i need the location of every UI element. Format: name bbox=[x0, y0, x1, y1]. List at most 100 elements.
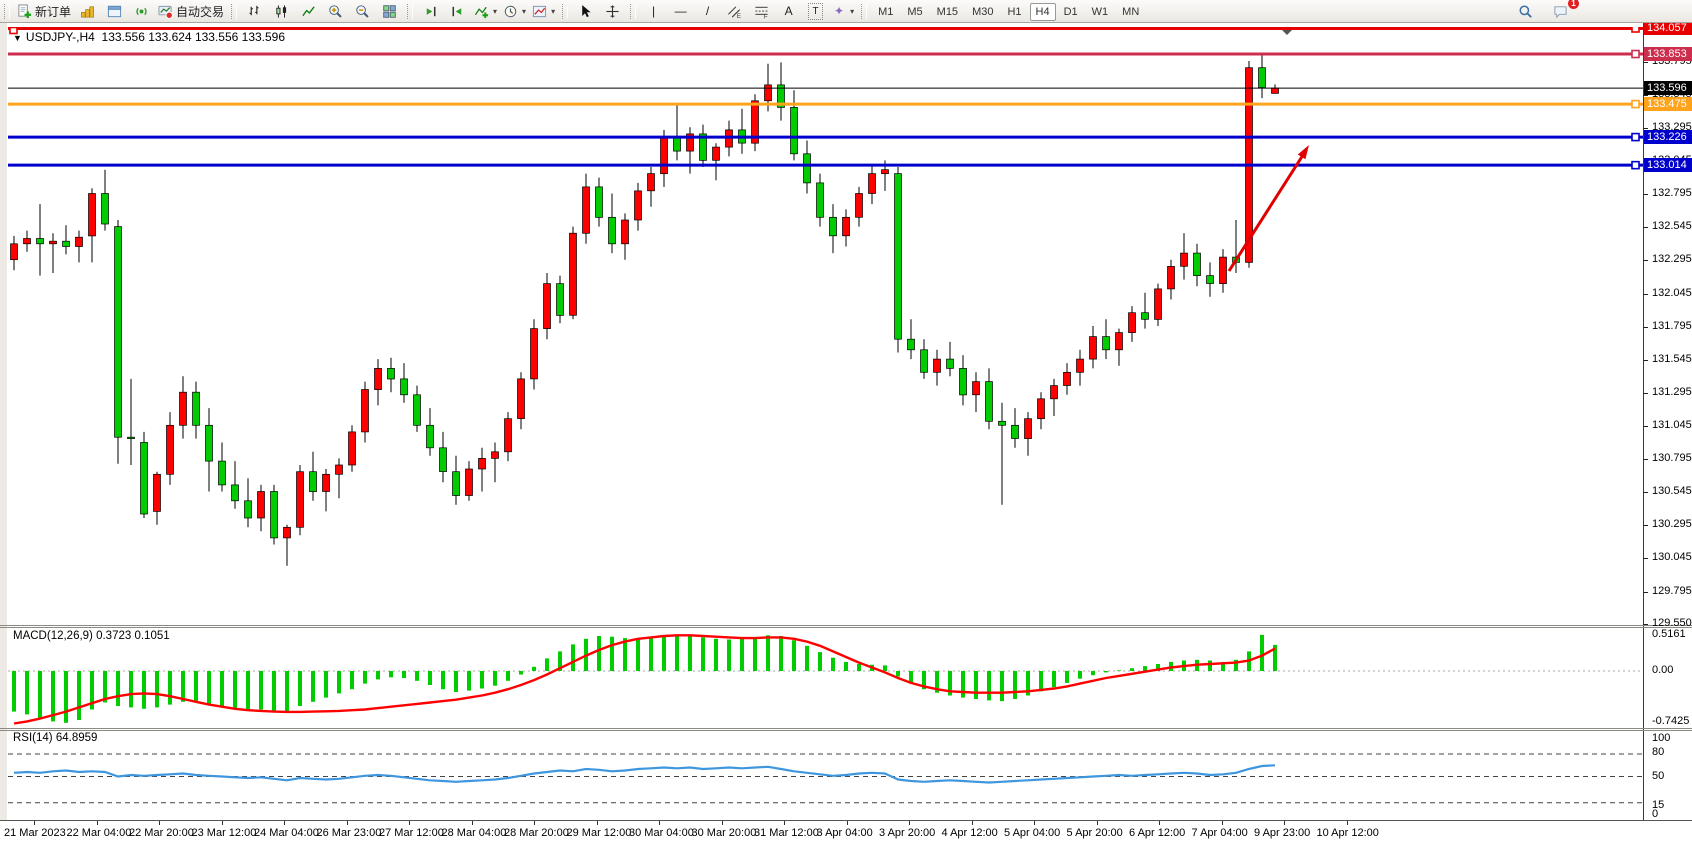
time-axis-tick bbox=[34, 821, 35, 825]
templates-caret-icon[interactable]: ▾ bbox=[551, 6, 556, 16]
line-chart-mode-button[interactable] bbox=[295, 1, 322, 22]
timeframe-button-m15[interactable]: M15 bbox=[936, 6, 959, 18]
price-tick bbox=[1643, 260, 1648, 261]
bear-candle bbox=[790, 107, 798, 155]
macd-axis-label: -0.7425 bbox=[1652, 715, 1690, 727]
autotrading-icon bbox=[158, 5, 173, 19]
trend-arrow-line[interactable] bbox=[1227, 154, 1305, 272]
trendline-tool-button[interactable]: / bbox=[694, 1, 721, 22]
panel-separator[interactable] bbox=[0, 627, 1692, 628]
time-axis-label: 4 Apr 12:00 bbox=[941, 827, 998, 839]
price-level-badge: 133.226 bbox=[1644, 130, 1692, 144]
equidistant-channel-tool-button[interactable]: E bbox=[721, 1, 748, 22]
bull-candle bbox=[1271, 87, 1279, 94]
zoom-out-button[interactable] bbox=[349, 1, 376, 22]
svg-text:E: E bbox=[737, 13, 741, 19]
bear-candle bbox=[140, 442, 148, 515]
indicators-caret-icon[interactable]: ▾ bbox=[493, 6, 498, 16]
current-price-badge: 133.596 bbox=[1644, 81, 1692, 95]
trend-arrow-head bbox=[1297, 145, 1309, 160]
hline-handle[interactable] bbox=[1631, 160, 1640, 170]
price-tick-label: 129.795 bbox=[1652, 585, 1692, 597]
bull-candle bbox=[257, 491, 265, 519]
text-tool-button[interactable]: A bbox=[775, 1, 802, 22]
panel-separator[interactable] bbox=[0, 625, 1692, 626]
new-order-icon bbox=[18, 3, 32, 18]
panel-separator[interactable] bbox=[0, 730, 1692, 731]
indicators-button[interactable]: ▾ bbox=[471, 1, 500, 22]
panel-separator[interactable] bbox=[0, 728, 1692, 729]
market-watch-button[interactable] bbox=[74, 1, 101, 22]
bear-candle bbox=[673, 137, 681, 152]
periods-button[interactable]: ▾ bbox=[500, 1, 529, 22]
tile-windows-button[interactable] bbox=[376, 1, 403, 22]
time-axis-separator bbox=[0, 820, 1692, 821]
autotrading-button[interactable]: 自动交易 bbox=[155, 1, 227, 22]
chart-shift-button[interactable] bbox=[444, 1, 471, 22]
time-axis-label: 29 Mar 12:00 bbox=[566, 827, 632, 839]
price-tick bbox=[1643, 128, 1648, 129]
rsi-panel[interactable] bbox=[8, 730, 1643, 819]
bull-candle bbox=[855, 193, 863, 218]
horizontal-line-tool-button[interactable]: — bbox=[667, 1, 694, 22]
time-axis[interactable]: 21 Mar 2023 22 Mar 04:00 22 Mar 20:00 23 Ma… bbox=[0, 821, 1692, 845]
price-tick-label: 130.295 bbox=[1652, 518, 1692, 530]
time-axis-tick bbox=[1284, 821, 1285, 825]
crosshair-tool-button[interactable] bbox=[599, 1, 626, 22]
periods-caret-icon[interactable]: ▾ bbox=[522, 6, 527, 16]
timeframe-button-mn[interactable]: MN bbox=[1122, 6, 1140, 18]
timeframe-button-m5[interactable]: M5 bbox=[907, 6, 923, 18]
arrows-tool-button[interactable]: ✦ ▾ bbox=[829, 1, 857, 22]
bull-candle bbox=[530, 328, 538, 380]
bear-candle bbox=[309, 471, 317, 492]
hline-left-handle[interactable] bbox=[9, 27, 18, 35]
time-axis-tick bbox=[846, 821, 848, 825]
time-axis-label: 3 Apr 04:00 bbox=[816, 827, 873, 839]
templates-button[interactable]: ▾ bbox=[529, 1, 558, 22]
price-tick-label: 131.545 bbox=[1652, 353, 1692, 365]
signals-icon bbox=[136, 7, 147, 15]
main-price-chart[interactable] bbox=[8, 27, 1643, 624]
time-axis-label: 26 Mar 23:00 bbox=[316, 827, 382, 839]
vertical-line-tool-button[interactable]: | bbox=[640, 1, 667, 22]
hline-handle[interactable] bbox=[1631, 132, 1640, 142]
price-tick bbox=[1643, 459, 1648, 460]
bear-candle bbox=[920, 349, 928, 373]
time-axis-label: 28 Mar 20:00 bbox=[504, 827, 569, 839]
zoom-in-button[interactable] bbox=[322, 1, 349, 22]
macd-panel[interactable] bbox=[8, 627, 1643, 727]
hline-handle[interactable] bbox=[1631, 49, 1640, 59]
time-axis-tick bbox=[471, 821, 473, 825]
new-order-button[interactable]: 新订单 bbox=[14, 1, 74, 22]
timeframe-button-w1[interactable]: W1 bbox=[1091, 6, 1109, 18]
bull-candle bbox=[296, 471, 304, 528]
timeframe-button-d1[interactable]: D1 bbox=[1063, 6, 1078, 18]
fibonacci-tool-button[interactable]: F bbox=[748, 1, 775, 22]
bear-candle bbox=[439, 447, 447, 472]
rsi-name: RSI(14) bbox=[13, 732, 53, 744]
title-caret-icon[interactable]: ▼ bbox=[13, 33, 22, 43]
candlestick-mode-button[interactable] bbox=[268, 1, 295, 22]
charts-window-button[interactable] bbox=[101, 1, 128, 22]
timeframe-button-m30[interactable]: M30 bbox=[972, 6, 994, 18]
bear-candle bbox=[985, 381, 993, 422]
bear-candle bbox=[426, 424, 434, 449]
hline-handle[interactable] bbox=[1631, 99, 1640, 109]
auto-scroll-button[interactable] bbox=[417, 1, 444, 22]
text-label-tool-button[interactable]: T bbox=[802, 1, 829, 22]
timeframe-button-h4[interactable]: H4 bbox=[1029, 3, 1056, 21]
time-axis-tick bbox=[96, 821, 98, 825]
time-axis-tick bbox=[534, 821, 535, 825]
time-axis-label: 21 Mar 2023 bbox=[4, 827, 66, 839]
timeframe-button-m1[interactable]: M1 bbox=[878, 6, 894, 18]
cursor-icon bbox=[582, 4, 591, 17]
search-button[interactable] bbox=[1512, 1, 1539, 22]
timeframe-button-h1[interactable]: H1 bbox=[1007, 6, 1022, 18]
chat-button[interactable]: 1 bbox=[1547, 0, 1579, 22]
signals-button[interactable] bbox=[128, 1, 155, 22]
hline-handle[interactable] bbox=[1631, 27, 1640, 33]
bar-chart-mode-button[interactable] bbox=[241, 1, 268, 22]
cursor-tool-button[interactable] bbox=[572, 1, 599, 22]
bull-candle bbox=[1167, 266, 1175, 290]
arrows-caret-icon[interactable]: ▾ bbox=[850, 6, 855, 16]
